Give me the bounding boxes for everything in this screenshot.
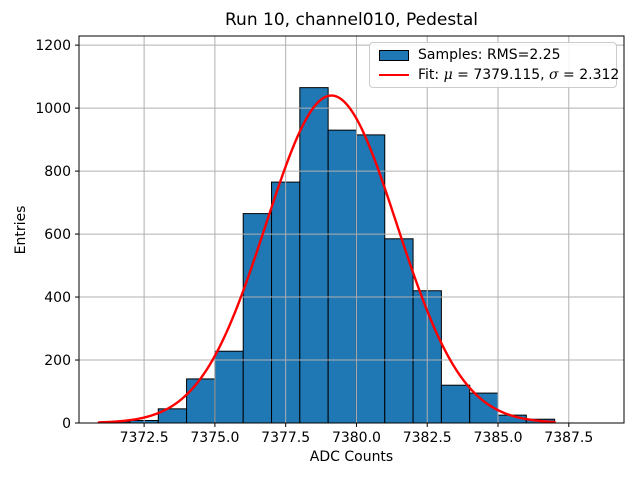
histogram-bar xyxy=(214,350,244,424)
y-axis-label: Entries xyxy=(13,205,29,255)
x-tick-label: 7387.5 xyxy=(544,430,593,446)
legend: Samples: RMS=2.25 Fit: μ = 7379.115, σ =… xyxy=(369,42,619,88)
x-axis-label: ADC Counts xyxy=(309,449,394,465)
histogram-bar xyxy=(440,384,471,424)
histogram-bar xyxy=(327,129,357,424)
y-tick-label: 200 xyxy=(44,353,71,369)
histogram-bars xyxy=(101,87,556,424)
x-tick-label: 7385.0 xyxy=(474,430,523,446)
legend-entry-samples: Samples: RMS=2.25 xyxy=(379,46,607,64)
legend-samples-label: Samples: RMS=2.25 xyxy=(418,47,561,64)
x-tick-label: 7372.5 xyxy=(120,430,169,446)
y-tick-label: 1000 xyxy=(35,101,71,117)
x-tick-label: 7382.5 xyxy=(403,430,452,446)
legend-fit-label: Fit: μ = 7379.115, σ = 2.312 xyxy=(418,66,620,83)
legend-entry-fit: Fit: μ = 7379.115, σ = 2.312 xyxy=(379,66,619,84)
y-tick-label: 0 xyxy=(62,416,71,432)
fit-line-swatch-icon xyxy=(379,73,409,76)
y-tick-label: 400 xyxy=(44,290,71,306)
x-tick-label: 7380.0 xyxy=(332,430,381,446)
tick-marks: 7372.5 7375.0 7377.5 7380.0 7382.5 7385.0 7387… xyxy=(35,38,593,446)
y-tick-label: 1200 xyxy=(35,38,71,54)
x-tick-label: 7375.0 xyxy=(190,430,239,446)
y-tick-label: 800 xyxy=(44,164,71,180)
histogram-bar xyxy=(242,213,273,424)
histogram-swatch-icon xyxy=(379,49,409,61)
histogram-bar xyxy=(186,378,216,424)
y-tick-label: 600 xyxy=(44,227,71,243)
x-tick-label: 7377.5 xyxy=(261,430,310,446)
gaussian-fit-curve xyxy=(97,94,556,424)
histogram-bar xyxy=(299,87,329,424)
histogram-bar xyxy=(384,238,414,424)
chart-title: Run 10, channel010, Pedestal xyxy=(225,10,478,30)
axes-spines xyxy=(78,35,625,424)
